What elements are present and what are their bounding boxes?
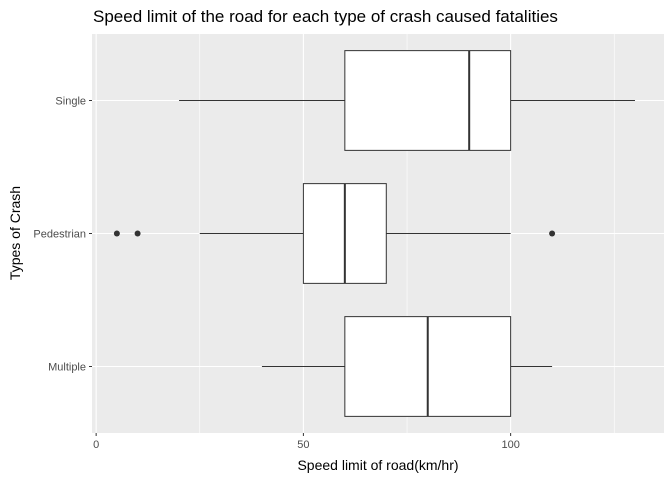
x-tick-label: 0 (93, 439, 99, 451)
chart-title: Speed limit of the road for each type of… (93, 7, 558, 26)
box-series (113, 50, 635, 417)
box-pedestrian (113, 183, 556, 284)
outlier-point (134, 230, 141, 237)
y-axis-title: Types of Crash (7, 186, 23, 280)
box-multiple (261, 316, 553, 417)
y-tick-label: Single (55, 96, 86, 108)
y-tick-label: Multiple (48, 362, 86, 374)
x-tick-label: 50 (297, 439, 309, 451)
x-axis-title: Speed limit of road(km/hr) (297, 457, 458, 473)
outlier-point (113, 230, 120, 237)
box-iqr (344, 50, 512, 151)
outlier-point (549, 230, 556, 237)
x-axis-ticks: 0 50 100 (93, 433, 520, 451)
y-axis-ticks: Multiple Pedestrian Single (33, 96, 92, 374)
y-tick-label: Pedestrian (33, 229, 86, 241)
box-single (179, 50, 635, 151)
x-tick-label: 100 (501, 439, 519, 451)
